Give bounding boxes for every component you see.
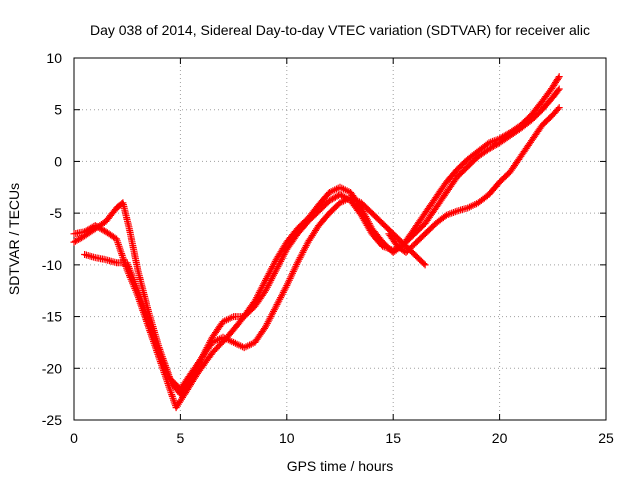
x-tick-label: 10 (279, 430, 295, 446)
grid-lines (74, 58, 606, 420)
series-markers (70, 85, 563, 398)
series-markers (385, 104, 563, 256)
chart-title: Day 038 of 2014, Sidereal Day-to-day VTE… (90, 22, 590, 38)
x-tick-label: 20 (492, 430, 508, 446)
y-tick-label: 5 (54, 102, 62, 118)
y-tick-label: -10 (42, 257, 62, 273)
plot-frame (73, 57, 607, 421)
x-tick-label: 0 (70, 430, 78, 446)
data-points (70, 73, 563, 412)
y-tick-label: -25 (42, 412, 62, 428)
y-tick-label: -5 (50, 205, 63, 221)
data-series-4 (385, 104, 563, 256)
y-tick-label: 0 (54, 153, 62, 169)
x-axis-label: GPS time / hours (287, 458, 394, 474)
axis-ticks: 0 5 10 15 20 25 -25 -20 -15 -10 -5 0 5 10 (42, 50, 614, 446)
y-axis-label: SDTVAR / TECUs (6, 183, 22, 295)
data-series-1 (70, 73, 563, 412)
data-series-3 (81, 194, 429, 393)
y-tick-label: -20 (42, 360, 62, 376)
x-tick-label: 15 (385, 430, 401, 446)
y-tick-label: -15 (42, 309, 62, 325)
series-markers (70, 73, 563, 412)
y-tick-label: 10 (46, 50, 62, 66)
x-tick-label: 25 (598, 430, 614, 446)
series-markers (81, 194, 429, 393)
data-series-2 (70, 85, 563, 398)
x-tick-label: 5 (177, 430, 185, 446)
